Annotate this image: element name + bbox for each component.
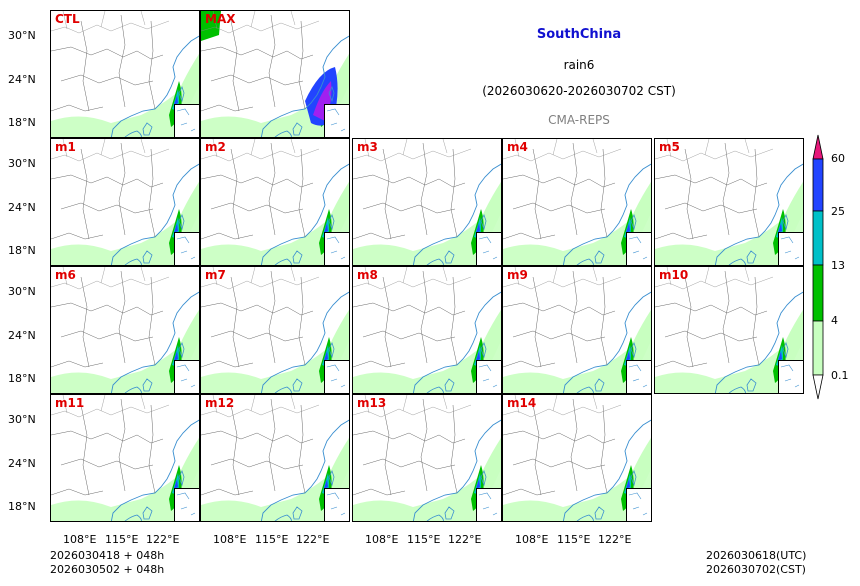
lat-tick-label: 18°N xyxy=(8,500,36,513)
map-panel-m6: m6 xyxy=(50,266,200,394)
valid-time-utc: 2026030618(UTC) xyxy=(706,549,807,562)
variable-title: rain6 xyxy=(563,58,595,72)
panel-label: m2 xyxy=(205,140,226,154)
lat-tick-label: 18°N xyxy=(8,116,36,129)
panel-label: m8 xyxy=(357,268,378,282)
map-panel-m5: m5 xyxy=(654,138,804,266)
map-panel-m12: m12 xyxy=(200,394,350,522)
map-panel-m11: m11 xyxy=(50,394,200,522)
lon-tick-label: 108°E xyxy=(365,533,399,546)
south-china-sea-inset xyxy=(324,104,349,137)
south-china-sea-inset xyxy=(778,360,803,393)
map-panel-m1: m1 xyxy=(50,138,200,266)
lat-tick-label: 30°N xyxy=(8,413,36,426)
south-china-sea-inset xyxy=(174,104,199,137)
south-china-sea-inset xyxy=(626,488,651,521)
panel-label: m10 xyxy=(659,268,689,282)
map-panel-m4: m4 xyxy=(502,138,652,266)
source-title: CMA-REPS xyxy=(548,113,610,127)
init-time-1: 2026030418 + 048h xyxy=(50,549,165,562)
south-china-sea-inset xyxy=(324,232,349,265)
south-china-sea-inset xyxy=(626,232,651,265)
lon-tick-label: 115°E xyxy=(255,533,289,546)
colorbar xyxy=(812,133,824,403)
colorbar-label-13: 13 xyxy=(831,259,845,272)
map-panel-m7: m7 xyxy=(200,266,350,394)
map-panel-m14: m14 xyxy=(502,394,652,522)
panel-label: m4 xyxy=(507,140,528,154)
map-panel-ctl: CTL xyxy=(50,10,200,138)
lon-tick-label: 108°E xyxy=(63,533,97,546)
south-china-sea-inset xyxy=(174,232,199,265)
lon-tick-label: 122°E xyxy=(296,533,330,546)
panel-label: m14 xyxy=(507,396,537,410)
south-china-sea-inset xyxy=(174,360,199,393)
panel-label: CTL xyxy=(55,12,80,26)
lon-tick-label: 108°E xyxy=(515,533,549,546)
map-panel-max: MAX xyxy=(200,10,350,138)
lat-tick-label: 24°N xyxy=(8,73,36,86)
lat-tick-label: 24°N xyxy=(8,201,36,214)
colorbar-cap-low xyxy=(812,374,824,400)
panel-label: MAX xyxy=(205,12,236,26)
lat-tick-label: 30°N xyxy=(8,157,36,170)
south-china-sea-inset xyxy=(476,488,501,521)
map-panel-m2: m2 xyxy=(200,138,350,266)
period-title: (2026030620-2026030702 CST) xyxy=(482,84,676,98)
lon-tick-label: 108°E xyxy=(213,533,247,546)
panel-label: m7 xyxy=(205,268,226,282)
valid-time-cst: 2026030702(CST) xyxy=(706,563,806,576)
colorbar-seg-25 xyxy=(812,210,824,266)
panel-label: m12 xyxy=(205,396,235,410)
south-china-sea-inset xyxy=(324,488,349,521)
south-china-sea-inset xyxy=(778,232,803,265)
panel-label: m6 xyxy=(55,268,76,282)
lon-tick-label: 115°E xyxy=(105,533,139,546)
lon-tick-label: 122°E xyxy=(146,533,180,546)
colorbar-cap-high xyxy=(812,134,824,160)
region-title: SouthChina xyxy=(536,27,622,42)
panel-label: m9 xyxy=(507,268,528,282)
colorbar-label-60: 60 xyxy=(831,152,845,165)
panel-label: m13 xyxy=(357,396,387,410)
colorbar-seg-4 xyxy=(812,320,824,376)
south-china-sea-inset xyxy=(174,488,199,521)
init-time-2: 2026030502 + 048h xyxy=(50,563,165,576)
colorbar-seg-13 xyxy=(812,264,824,322)
panel-label: m3 xyxy=(357,140,378,154)
panel-label: m11 xyxy=(55,396,85,410)
colorbar-label-0-1: 0.1 xyxy=(831,369,849,382)
map-panel-m8: m8 xyxy=(352,266,502,394)
panel-label: m5 xyxy=(659,140,680,154)
south-china-sea-inset xyxy=(324,360,349,393)
panel-label: m1 xyxy=(55,140,76,154)
map-panel-m13: m13 xyxy=(352,394,502,522)
map-panel-m10: m10 xyxy=(654,266,804,394)
lon-tick-label: 115°E xyxy=(557,533,591,546)
lon-tick-label: 122°E xyxy=(448,533,482,546)
colorbar-label-25: 25 xyxy=(831,205,845,218)
lat-tick-label: 18°N xyxy=(8,244,36,257)
colorbar-seg-60 xyxy=(812,158,824,212)
south-china-sea-inset xyxy=(476,360,501,393)
map-panel-m9: m9 xyxy=(502,266,652,394)
south-china-sea-inset xyxy=(626,360,651,393)
colorbar-label-4: 4 xyxy=(831,314,838,327)
lon-tick-label: 115°E xyxy=(407,533,441,546)
lat-tick-label: 18°N xyxy=(8,372,36,385)
south-china-sea-inset xyxy=(476,232,501,265)
map-panel-m3: m3 xyxy=(352,138,502,266)
lat-tick-label: 24°N xyxy=(8,457,36,470)
lon-tick-label: 122°E xyxy=(598,533,632,546)
lat-tick-label: 30°N xyxy=(8,29,36,42)
lat-tick-label: 24°N xyxy=(8,329,36,342)
lat-tick-label: 30°N xyxy=(8,285,36,298)
